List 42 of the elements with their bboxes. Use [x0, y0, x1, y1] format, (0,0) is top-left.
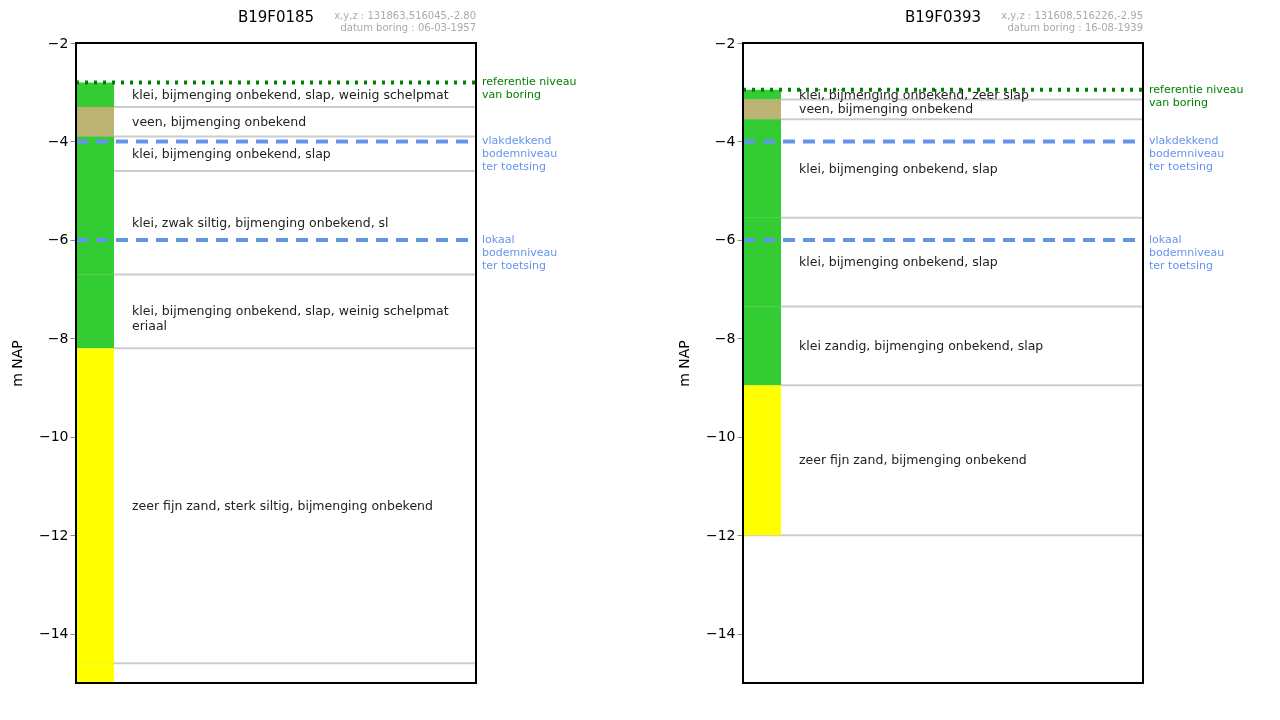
- y-tick-label: −8: [47, 329, 69, 346]
- ref-line-label: referentie niveau van boring: [482, 75, 577, 102]
- ref-line-label: referentie niveau van boring: [1149, 82, 1244, 109]
- y-tick-label: −14: [38, 625, 69, 642]
- series-label: klei zandig, bijmenging onbekend, slap: [799, 337, 1044, 353]
- series-label: zeer fijn zand, bijmenging onbekend: [799, 452, 1027, 468]
- ref-line-label: vlakdekkend bodemniveau ter toetsing: [1149, 134, 1225, 174]
- y-tick-label: −8: [714, 329, 736, 346]
- series-label: klei, bijmenging onbekend, slap: [799, 254, 998, 270]
- y-tick-label: −14: [705, 625, 736, 642]
- ref-line-label: vlakdekkend bodemniveau ter toetsing: [482, 134, 558, 174]
- series-label: klei, zwak siltig, bijmenging onbekend, sl: [132, 214, 389, 230]
- chart-subtitle: x,y,z : 131863,516045,-2.80 datum boring : 06-03-1957: [334, 10, 476, 33]
- y-tick-label: −6: [714, 231, 736, 248]
- y-tick-label: −12: [38, 526, 69, 543]
- bar: [76, 82, 114, 107]
- bar: [743, 89, 781, 100]
- bar: [76, 107, 114, 137]
- y-tick-label: −10: [705, 428, 736, 445]
- y-axis-title: m NAP: [675, 340, 692, 387]
- y-axis-title: m NAP: [8, 340, 25, 387]
- bar: [743, 99, 781, 120]
- series-label: zeer fijn zand, sterk siltig, bijmenging onbekend: [132, 497, 433, 513]
- series-label: klei, bijmenging onbekend, slap: [132, 145, 331, 161]
- series-label: veen, bijmenging onbekend: [799, 101, 974, 117]
- y-tick-label: −2: [714, 34, 736, 51]
- series-label: klei, bijmenging onbekend, slap: [799, 160, 998, 176]
- series-label: klei, bijmenging onbekend, slap, weinig schelpmat eriaal: [132, 303, 449, 333]
- ref-line-label: lokaal bodemniveau ter toetsing: [1149, 232, 1225, 272]
- bar: [743, 385, 781, 536]
- chart-title: B19F0393: [904, 8, 982, 26]
- y-tick-label: −2: [47, 34, 69, 51]
- series-label: veen, bijmenging onbekend: [132, 113, 307, 129]
- chart-title: B19F0185: [237, 8, 315, 26]
- ref-line-label: lokaal bodemniveau ter toetsing: [482, 232, 558, 272]
- y-tick-label: −4: [47, 132, 69, 149]
- chart-subtitle: x,y,z : 131608,516226,-2.95 datum boring : 16-08-1939: [1001, 10, 1143, 33]
- y-tick-label: −4: [714, 132, 736, 149]
- y-tick-label: −6: [47, 231, 69, 248]
- series-label: klei, bijmenging onbekend, slap, weinig schelpmat: [132, 86, 449, 102]
- y-tick-label: −10: [38, 428, 69, 445]
- y-tick-label: −12: [705, 526, 736, 543]
